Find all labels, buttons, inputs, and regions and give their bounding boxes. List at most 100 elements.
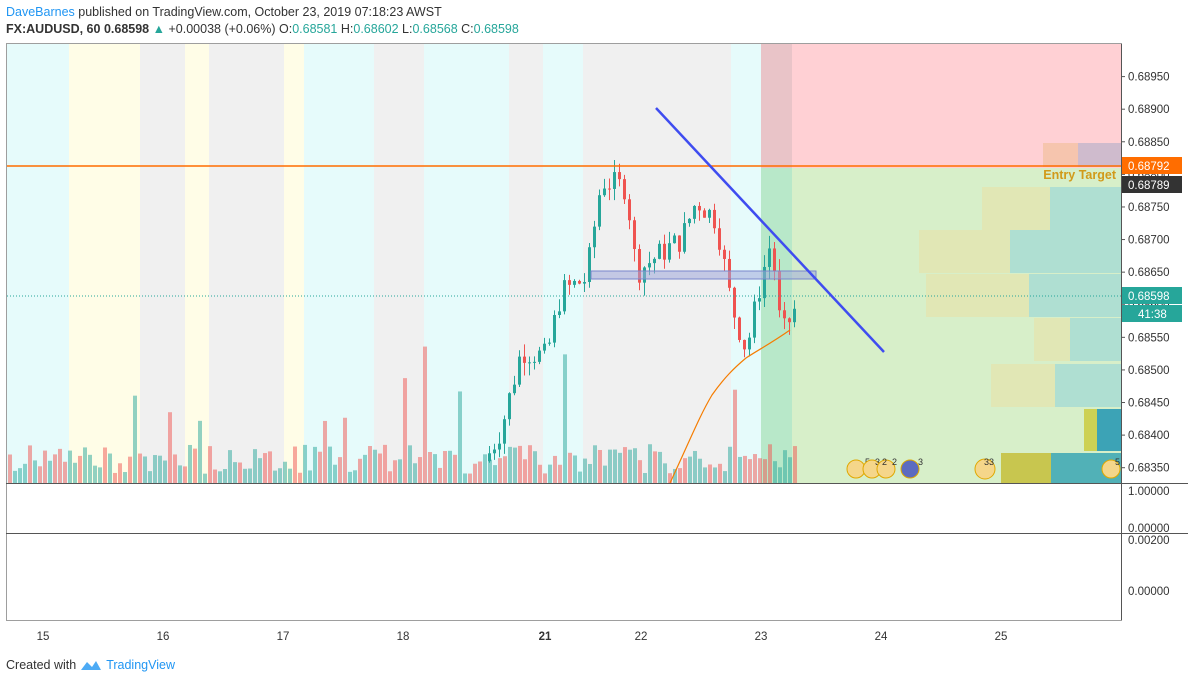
candle-body xyxy=(558,311,561,316)
candle-body xyxy=(503,419,506,444)
x-tick-label: 22 xyxy=(635,631,648,643)
time-axis[interactable]: 15 16 17 18 21 22 23 24 25 xyxy=(37,631,1008,643)
volume-bar xyxy=(618,452,622,484)
volume-bar xyxy=(333,464,337,484)
volume-bar xyxy=(348,471,352,484)
created-with-text: Created with xyxy=(6,658,77,672)
volume-bar xyxy=(508,446,512,484)
volume-bar xyxy=(138,453,142,484)
last-price-tag xyxy=(1122,287,1182,304)
volume-bar xyxy=(168,412,172,484)
volume-bar xyxy=(633,448,637,484)
volume-bar xyxy=(453,454,457,484)
candle-body xyxy=(618,172,621,180)
candle-body xyxy=(488,453,491,462)
volume-bar xyxy=(523,459,527,484)
volume-bar xyxy=(338,457,342,484)
candle-body xyxy=(523,356,526,363)
volume-bar xyxy=(623,447,627,484)
candle-body xyxy=(498,443,501,450)
volume-bar xyxy=(713,467,717,484)
y-tick-label: 0.68850 xyxy=(1128,137,1170,149)
pane1-tick-top: 1.00000 xyxy=(1128,486,1170,498)
volume-bar xyxy=(108,453,112,484)
volume-bar xyxy=(163,460,167,484)
volume-bar xyxy=(793,446,797,484)
volume-bar xyxy=(248,468,252,484)
volume-bar xyxy=(593,445,597,484)
volume-bar xyxy=(308,470,312,484)
ohlc-low-value: 0.68568 xyxy=(412,22,458,36)
volume-bar xyxy=(548,464,552,484)
risk-zone-shade xyxy=(761,44,792,168)
candle-body xyxy=(613,172,616,189)
publish-info: DaveBarnes published on TradingView.com,… xyxy=(6,5,442,20)
y-tick-label: 0.68750 xyxy=(1128,202,1170,214)
candle-body xyxy=(733,287,736,318)
volume-bar xyxy=(358,458,362,484)
candle-body xyxy=(708,209,711,218)
candle-body xyxy=(748,337,751,350)
y-tick-label: 0.68900 xyxy=(1128,104,1170,116)
candle-body xyxy=(603,188,606,196)
volume-bar xyxy=(123,472,127,484)
volume-bar xyxy=(443,450,447,484)
trendline[interactable] xyxy=(655,107,885,353)
candle-body xyxy=(768,248,771,267)
volume-bar xyxy=(368,446,372,484)
candle-body xyxy=(658,243,661,259)
y-tick-label: 0.68650 xyxy=(1128,267,1170,279)
volume-bar xyxy=(68,450,72,484)
volume-bar xyxy=(373,449,377,484)
volume-bar xyxy=(128,456,132,484)
candle-body xyxy=(518,356,521,385)
author-link[interactable]: DaveBarnes xyxy=(6,5,75,19)
volume-bar xyxy=(198,420,202,484)
volume-bar xyxy=(458,391,462,484)
volume-bar xyxy=(573,455,577,484)
volume-bar xyxy=(728,446,732,484)
volume-bar xyxy=(413,463,417,484)
badge-count: 2 xyxy=(882,457,887,467)
volume-bar xyxy=(528,445,532,484)
consolidation-box[interactable] xyxy=(590,270,817,280)
volume-bar xyxy=(483,454,487,484)
volume-bar xyxy=(38,466,42,484)
volume-bar xyxy=(48,460,52,484)
volume-bar xyxy=(543,473,547,484)
volume-bar xyxy=(143,456,147,484)
volume-bar xyxy=(193,448,197,484)
price-axis[interactable]: 0.689500.689000.688500.688000.687500.687… xyxy=(1121,72,1170,475)
volume-bar xyxy=(658,451,662,484)
candle-body xyxy=(593,226,596,248)
candle-body xyxy=(778,271,781,311)
volume-bar xyxy=(318,451,322,484)
candle-body xyxy=(763,266,766,299)
target-price-text: 0.68789 xyxy=(1128,180,1170,192)
volume-bar xyxy=(223,469,227,484)
volume-bar xyxy=(103,447,107,484)
volume-bar xyxy=(228,450,232,484)
volume-bar xyxy=(98,467,102,484)
x-tick-label: 24 xyxy=(875,631,888,643)
volume-bar xyxy=(678,468,682,484)
badge-count: 33 xyxy=(984,457,994,467)
volume-bar xyxy=(343,417,347,484)
volume-bar xyxy=(263,453,267,484)
volume-bar xyxy=(463,473,467,484)
volume-bar xyxy=(53,454,57,484)
volume-bar xyxy=(598,449,602,484)
y-tick-label: 0.68350 xyxy=(1128,463,1170,475)
candle-body xyxy=(578,280,581,284)
level-price-tag xyxy=(1122,157,1182,174)
volume-bar xyxy=(608,449,612,484)
volume-bar xyxy=(113,472,117,484)
pane2-tick-bottom: 0.00000 xyxy=(1128,586,1170,598)
event-badges[interactable]: 5 3 2 2 3 33 5 xyxy=(846,457,1121,480)
volume-bar xyxy=(63,461,67,484)
volume-bar xyxy=(468,473,472,484)
tradingview-brand-link[interactable]: TradingView xyxy=(106,658,175,672)
y-tick-label: 0.68400 xyxy=(1128,430,1170,442)
volume-bar xyxy=(273,470,277,484)
